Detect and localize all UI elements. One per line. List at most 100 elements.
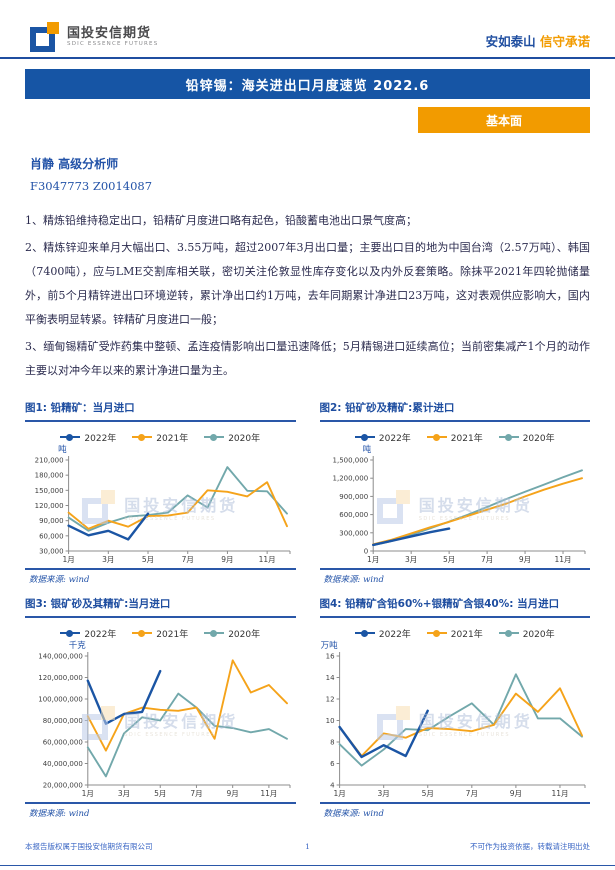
legend-item: 2022年 <box>60 627 116 640</box>
footer-page-number: 1 <box>305 842 310 851</box>
svg-text:3月: 3月 <box>405 555 417 564</box>
svg-text:9月: 9月 <box>227 789 239 798</box>
figure-4-plot: 4 6 8 10 12 14 16 万吨 1月 3月 5月 7月 9月 11月 国投安信期货 SDIC E… <box>320 640 591 800</box>
figure-4-source: 数据来源: wind <box>319 802 590 819</box>
svg-text:3月: 3月 <box>102 555 114 564</box>
figure-1-line-chart: 30,000 60,000 90,000 120,000 150,000 180,000 2… <box>35 444 291 564</box>
analyst-name: 肖静 高级分析师 <box>30 157 119 171</box>
section-badge: 基本面 <box>418 107 590 133</box>
svg-text:9月: 9月 <box>509 789 521 798</box>
page-footer: 本报告版权属于国投安信期货有限公司 1 不可作为投资依据，转载请注明出处 <box>25 841 590 852</box>
paragraph-3: 3、缅甸锡精矿受炸药集中整顿、孟连疫情影响出口量迅速降低；5月精锡进口延续高位；… <box>25 340 590 377</box>
company-logo-icon <box>30 22 60 52</box>
svg-text:300,000: 300,000 <box>339 529 368 537</box>
svg-text:11月: 11月 <box>259 555 276 564</box>
svg-text:120,000,000: 120,000,000 <box>38 674 83 682</box>
svg-text:150,000: 150,000 <box>35 487 64 495</box>
figure-3-plot: 20,000,000 40,000,000 60,000,000 80,000,000… <box>25 640 296 800</box>
figure-1-legend: 2022年 2021年 2020年 <box>25 430 296 444</box>
figure-row-1: 图1: 铅精矿：当月进口 2022年 2021年 2020年 30,000 60,00… <box>25 397 590 585</box>
brand: 国投安信期货 SDIC ESSENCE FUTURES <box>30 22 158 52</box>
figure-3: 图3: 银矿砂及其精矿:当月进口 2022年 2021年 2020年 20,000,… <box>25 593 296 819</box>
svg-text:7月: 7月 <box>190 789 202 798</box>
svg-text:140,000,000: 140,000,000 <box>38 653 83 661</box>
svg-text:120,000: 120,000 <box>35 502 64 510</box>
svg-text:7月: 7月 <box>182 555 194 564</box>
figure-4-line-chart: 4 6 8 10 12 14 16 万吨 1月 3月 5月 7月 9月 11月 <box>320 640 585 798</box>
figure-2-legend: 2022年 2021年 2020年 <box>320 430 591 444</box>
svg-text:5月: 5月 <box>421 789 433 798</box>
svg-text:7月: 7月 <box>480 555 492 564</box>
analyst-block: 肖静 高级分析师 F3047773 Z0014087 <box>30 153 585 197</box>
svg-text:1月: 1月 <box>62 555 74 564</box>
svg-text:6: 6 <box>330 760 335 768</box>
figure-2-plot: 0 300,000 600,000 900,000 1,200,000 1,500,000… <box>320 444 591 566</box>
figure-2-title: 图2: 铅矿砂及精矿:累计进口 <box>319 397 590 422</box>
svg-text:7月: 7月 <box>465 789 477 798</box>
brand-slogan: 安如泰山 信守承诺 <box>486 31 590 52</box>
svg-text:210,000: 210,000 <box>35 457 64 465</box>
svg-text:30,000: 30,000 <box>39 548 64 556</box>
figure-1: 图1: 铅精矿：当月进口 2022年 2021年 2020年 30,000 60,00… <box>25 397 296 585</box>
legend-item: 2020年 <box>204 431 260 444</box>
svg-text:4: 4 <box>330 782 335 790</box>
figure-4-legend: 2022年 2021年 2020年 <box>320 626 591 640</box>
svg-text:5月: 5月 <box>142 555 154 564</box>
legend-item: 2022年 <box>60 431 116 444</box>
figure-2: 图2: 铅矿砂及精矿:累计进口 2022年 2021年 2020年 0 300,000… <box>319 397 591 585</box>
svg-text:11月: 11月 <box>551 789 568 798</box>
svg-text:600,000: 600,000 <box>339 511 368 519</box>
legend-item: 2021年 <box>426 627 483 640</box>
summary-text: 1、精炼铅维持稳定出口，铅精矿月度进口略有起色，铅酸蓄电池出口景气度高； 2、精… <box>25 209 590 383</box>
svg-text:1月: 1月 <box>367 555 379 564</box>
report-title-bar: 铅锌锡：海关进出口月度速览 2022.6 <box>25 69 590 99</box>
brand-name-en: SDIC ESSENCE FUTURES <box>67 41 159 48</box>
svg-text:1,200,000: 1,200,000 <box>332 475 368 483</box>
svg-text:5月: 5月 <box>154 789 166 798</box>
svg-text:3月: 3月 <box>377 789 389 798</box>
brand-text: 国投安信期货 SDIC ESSENCE FUTURES <box>67 26 159 48</box>
svg-text:100,000,000: 100,000,000 <box>38 696 83 704</box>
legend-item: 2020年 <box>498 627 555 640</box>
legend-item: 2021年 <box>132 627 188 640</box>
legend-item: 2020年 <box>204 627 260 640</box>
figure-1-source: 数据来源: wind <box>25 568 296 585</box>
svg-text:900,000: 900,000 <box>339 493 368 501</box>
figure-4: 图4: 铅精矿含铅60%+银精矿含银40%: 当月进口 2022年 2021年 20… <box>319 593 591 819</box>
svg-text:60,000,000: 60,000,000 <box>43 739 83 747</box>
svg-text:40,000,000: 40,000,000 <box>43 760 83 768</box>
svg-text:60,000: 60,000 <box>39 532 64 540</box>
slogan-orange: 信守承诺 <box>539 34 590 49</box>
svg-text:1月: 1月 <box>82 789 94 798</box>
svg-text:14: 14 <box>325 674 334 682</box>
svg-text:16: 16 <box>325 653 334 661</box>
svg-text:8: 8 <box>330 739 334 747</box>
svg-text:吨: 吨 <box>58 444 67 455</box>
svg-text:20,000,000: 20,000,000 <box>43 782 83 790</box>
paragraph-2: 2、精炼锌迎来单月大幅出口、3.55万吨，超过2007年3月出口量；主要出口目的… <box>25 241 590 326</box>
analyst-codes: F3047773 Z0014087 <box>30 179 153 193</box>
svg-text:1,500,000: 1,500,000 <box>332 457 368 465</box>
svg-text:吨: 吨 <box>362 444 371 455</box>
figure-3-legend: 2022年 2021年 2020年 <box>25 626 296 640</box>
figure-3-source: 数据来源: wind <box>25 802 296 819</box>
figures-grid: 图1: 铅精矿：当月进口 2022年 2021年 2020年 30,000 60,00… <box>25 397 590 819</box>
svg-text:万吨: 万吨 <box>320 640 338 651</box>
svg-text:1月: 1月 <box>333 789 345 798</box>
figure-3-line-chart: 20,000,000 40,000,000 60,000,000 80,000,000… <box>38 640 291 798</box>
legend-item: 2020年 <box>498 431 555 444</box>
footer-copyright: 本报告版权属于国投安信期货有限公司 <box>25 842 153 851</box>
svg-text:180,000: 180,000 <box>35 472 64 480</box>
legend-item: 2021年 <box>426 431 483 444</box>
svg-text:0: 0 <box>363 548 367 556</box>
svg-text:11月: 11月 <box>554 555 571 564</box>
svg-text:10: 10 <box>325 717 334 725</box>
figure-4-title: 图4: 铅精矿含铅60%+银精矿含银40%: 当月进口 <box>319 593 590 618</box>
slogan-blue: 安如泰山 <box>485 34 536 49</box>
figure-1-plot: 30,000 60,000 90,000 120,000 150,000 180,000 2… <box>25 444 296 566</box>
svg-text:9月: 9月 <box>221 555 233 564</box>
legend-item: 2022年 <box>354 431 411 444</box>
svg-text:千克: 千克 <box>69 640 87 651</box>
paragraph-1: 1、精炼铅维持稳定出口，铅精矿月度进口略有起色，铅酸蓄电池出口景气度高； <box>25 214 417 227</box>
